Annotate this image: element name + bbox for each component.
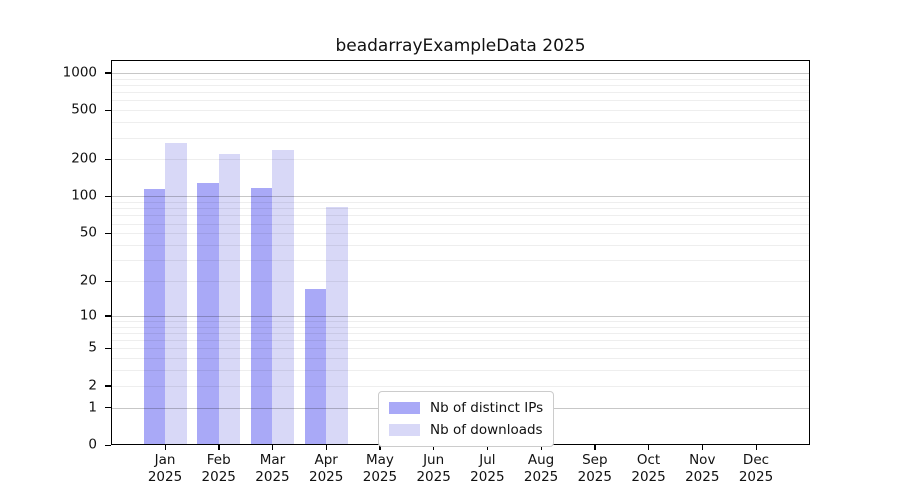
x-tick-mark — [218, 445, 220, 450]
x-tick-label-mar: Mar 2025 — [255, 452, 289, 486]
y-tick-mark — [105, 444, 111, 446]
y-tick-label: 100 — [71, 187, 97, 204]
x-tick-month: Mar — [259, 452, 286, 468]
bar-nb-of-downloads-mar — [272, 150, 294, 445]
x-tick-month: May — [365, 452, 394, 468]
x-tick-month: Feb — [206, 452, 231, 468]
bar-nb-of-distinct-ips-mar — [250, 187, 273, 445]
x-tick-mark — [755, 445, 757, 450]
x-tick-year: 2025 — [201, 469, 236, 485]
x-tick-label-jan: Jan 2025 — [148, 452, 182, 486]
y-tick-mark — [105, 347, 111, 350]
x-tick-mark — [594, 445, 596, 450]
y-tick-mark — [105, 195, 111, 198]
y-tick-label: 200 — [71, 150, 97, 167]
y-tick-label: 1 — [88, 398, 97, 415]
x-tick-label-jun: Jun 2025 — [416, 452, 450, 486]
minor-gridline — [111, 84, 810, 86]
x-tick-label-dec: Dec 2025 — [739, 452, 773, 486]
minor-gridline — [111, 110, 810, 112]
x-tick-mark — [701, 445, 704, 450]
legend-label-distinct-ips: Nb of distinct IPs — [430, 400, 544, 416]
minor-gridline — [111, 92, 810, 94]
y-tick-mark — [105, 280, 111, 282]
x-tick-label-sep: Sep 2025 — [578, 452, 612, 486]
y-tick-mark — [105, 158, 111, 161]
minor-gridline — [111, 159, 810, 161]
x-tick-month: Jan — [154, 452, 176, 468]
x-tick-mark — [164, 445, 166, 450]
y-tick-label: 2 — [88, 377, 97, 394]
y-tick-label: 5 — [88, 339, 97, 356]
x-tick-label-aug: Aug 2025 — [524, 452, 558, 486]
x-tick-year: 2025 — [577, 469, 612, 485]
y-tick-label: 500 — [71, 101, 97, 118]
x-tick-year: 2025 — [685, 469, 720, 485]
x-tick-mark — [540, 445, 542, 450]
y-tick-label: 0 — [88, 436, 97, 453]
minor-gridline — [111, 78, 810, 80]
bar-nb-of-distinct-ips-jan — [143, 188, 165, 445]
y-tick-mark — [105, 72, 111, 74]
x-tick-mark — [433, 445, 435, 450]
y-tick-mark — [105, 109, 111, 111]
y-tick-mark — [105, 232, 111, 234]
legend-swatch-distinct-ips — [389, 402, 420, 414]
y-tick-label: 20 — [79, 272, 97, 289]
x-tick-year: 2025 — [255, 469, 290, 485]
x-tick-label-jul: Jul 2025 — [470, 452, 504, 486]
bar-nb-of-downloads-jan — [165, 143, 187, 445]
minor-gridline — [111, 100, 810, 102]
minor-gridline — [111, 122, 810, 124]
major-gridline — [111, 72, 810, 74]
y-tick-mark — [105, 385, 111, 387]
x-tick-month: Oct — [636, 452, 661, 468]
x-tick-year: 2025 — [738, 469, 774, 485]
x-tick-label-nov: Nov 2025 — [685, 452, 719, 486]
x-tick-month: Dec — [742, 452, 770, 468]
plot-area — [111, 60, 810, 445]
minor-gridline — [111, 137, 810, 139]
x-tick-year: 2025 — [308, 469, 344, 485]
x-tick-month: Apr — [314, 452, 338, 468]
x-tick-mark — [648, 445, 650, 450]
legend: Nb of distinct IPs Nb of downloads — [378, 391, 555, 447]
x-tick-month: Aug — [527, 452, 555, 468]
bar-nb-of-distinct-ips-apr — [304, 289, 327, 445]
x-tick-month: Sep — [582, 452, 608, 468]
chart-title: beadarrayExampleData 2025 — [335, 36, 586, 56]
x-tick-mark — [325, 445, 327, 450]
x-tick-month: Nov — [689, 452, 716, 468]
bar-nb-of-downloads-feb — [218, 154, 241, 445]
x-tick-label-feb: Feb 2025 — [202, 452, 236, 486]
x-tick-month: Jun — [423, 452, 445, 468]
x-tick-mark — [271, 445, 274, 450]
legend-label-downloads: Nb of downloads — [430, 422, 543, 438]
y-tick-label: 1000 — [62, 64, 97, 81]
bar-nb-of-distinct-ips-feb — [197, 183, 219, 445]
x-tick-label-oct: Oct 2025 — [631, 452, 665, 486]
x-tick-month: Jul — [479, 452, 496, 468]
bar-nb-of-downloads-apr — [326, 206, 348, 445]
x-tick-year: 2025 — [416, 469, 451, 485]
x-tick-mark — [379, 445, 381, 450]
x-tick-year: 2025 — [470, 469, 505, 485]
y-tick-mark — [105, 315, 111, 317]
x-tick-year: 2025 — [147, 469, 183, 485]
y-tick-mark — [105, 407, 111, 409]
legend-row: Nb of downloads — [389, 421, 543, 439]
x-tick-year: 2025 — [631, 469, 666, 485]
x-tick-mark — [486, 445, 489, 450]
y-tick-label: 50 — [79, 224, 97, 241]
y-tick-label: 10 — [79, 307, 97, 324]
x-tick-year: 2025 — [523, 469, 559, 485]
x-tick-label-may: May 2025 — [363, 452, 397, 486]
legend-swatch-downloads — [389, 424, 420, 436]
legend-row: Nb of distinct IPs — [389, 399, 543, 417]
x-tick-label-apr: Apr 2025 — [309, 452, 343, 486]
x-tick-year: 2025 — [362, 469, 398, 485]
